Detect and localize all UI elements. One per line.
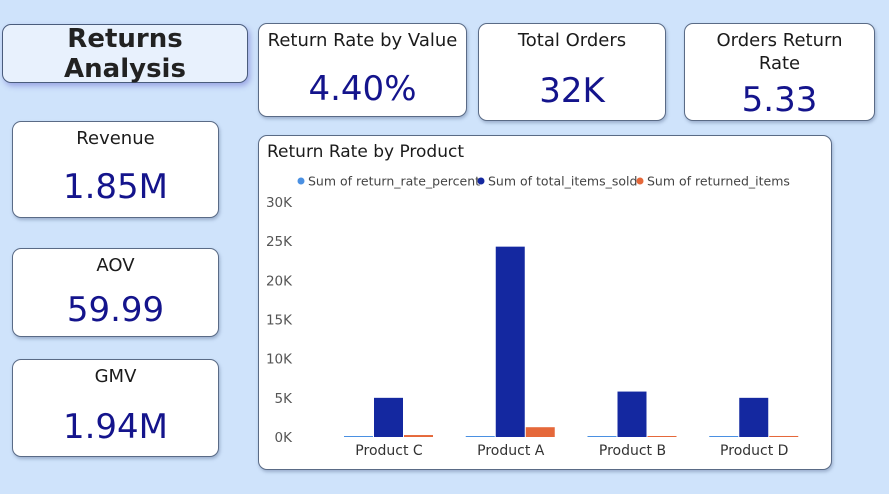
kpi-card-aov[interactable]: AOV 59.99 xyxy=(12,248,219,337)
legend-label: Sum of return_rate_percent xyxy=(308,174,480,189)
report-title-card: Returns Analysis xyxy=(2,23,248,84)
kpi-label: AOV xyxy=(96,255,135,276)
kpi-card-orders-return-rate[interactable]: Orders Return Rate 5.33 xyxy=(684,23,875,121)
chart-title: Return Rate by Product xyxy=(267,142,465,162)
x-tick-label: Product B xyxy=(599,443,666,459)
kpi-value: 1.94M xyxy=(62,407,169,447)
kpi-card-return-rate-by-value[interactable]: Return Rate by Value 4.40% xyxy=(258,23,467,117)
legend-marker xyxy=(636,177,644,185)
bar xyxy=(647,436,677,437)
kpi-label: GMV xyxy=(94,366,137,387)
y-tick-label: 25K xyxy=(266,234,293,250)
kpi-label-line2: Rate xyxy=(758,53,801,74)
kpi-card-total-orders[interactable]: Total Orders 32K xyxy=(478,23,666,121)
bar xyxy=(465,436,495,437)
y-tick-label: 10K xyxy=(266,352,293,368)
legend-label: Sum of total_items_sold xyxy=(488,174,637,189)
kpi-label: Revenue xyxy=(76,128,155,149)
bar xyxy=(495,246,525,437)
legend-marker xyxy=(477,177,485,185)
legend-label: Sum of returned_items xyxy=(647,174,790,189)
bar-chart[interactable]: Sum of return_rate_percent Sum of total_i… xyxy=(259,136,831,469)
kpi-label-line1: Orders Return xyxy=(716,30,843,51)
bar xyxy=(709,436,739,437)
x-tick-label: Product A xyxy=(477,443,545,459)
x-tick-label: Product C xyxy=(355,443,423,459)
kpi-value: 4.40% xyxy=(308,69,417,109)
bar xyxy=(739,397,769,437)
kpi-value: 32K xyxy=(539,71,605,111)
page-title: Returns Analysis xyxy=(64,23,186,84)
chart-card-return-rate-by-product[interactable]: Return Rate by Product Sum of return_rat… xyxy=(258,135,832,470)
y-tick-label: 15K xyxy=(266,313,293,329)
x-tick-label: Product D xyxy=(720,443,788,459)
kpi-label: Return Rate by Value xyxy=(267,30,458,51)
legend-marker xyxy=(297,177,305,185)
bar xyxy=(344,436,373,437)
kpi-value: 5.33 xyxy=(741,80,818,120)
kpi-value: 59.99 xyxy=(66,290,165,330)
y-tick-label: 5K xyxy=(275,391,294,407)
bar xyxy=(374,397,403,437)
kpi-card-gmv[interactable]: GMV 1.94M xyxy=(12,359,219,457)
y-tick-label: 0K xyxy=(275,430,294,446)
bar xyxy=(617,391,647,437)
bar xyxy=(525,427,555,437)
y-tick-label: 20K xyxy=(266,273,293,289)
bar xyxy=(404,435,433,437)
kpi-label: Total Orders xyxy=(517,30,627,51)
bar xyxy=(587,436,617,437)
y-tick-label: 30K xyxy=(266,195,293,211)
bar xyxy=(769,435,799,437)
kpi-value: 1.85M xyxy=(62,167,169,207)
kpi-card-revenue[interactable]: Revenue 1.85M xyxy=(12,121,219,218)
